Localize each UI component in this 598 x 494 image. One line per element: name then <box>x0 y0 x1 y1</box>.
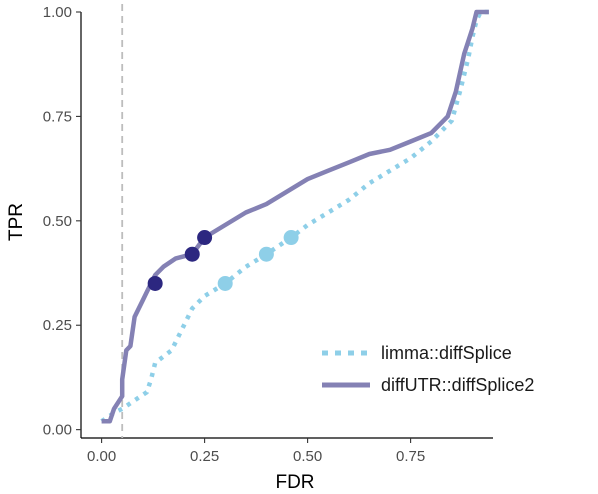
y-tick-label: 0.50 <box>43 213 72 230</box>
legend-label-limma-diffsplice: limma::diffSplice <box>381 343 512 363</box>
y-tick-label: 0.25 <box>43 317 72 334</box>
x-tick-label: 0.75 <box>396 448 425 465</box>
marker-limma-diffsplice <box>283 230 299 246</box>
y-axis: 0.00 0.25 0.50 0.75 1.00 <box>43 4 82 439</box>
marker-diffutr-diffsplice2 <box>184 246 200 262</box>
x-tick-label: 0.25 <box>190 448 219 465</box>
x-tick-label: 0.00 <box>87 448 116 465</box>
legend-label-diffutr-diffsplice2: diffUTR::diffSplice2 <box>381 375 534 395</box>
marker-diffutr-diffsplice2 <box>147 275 163 291</box>
marker-layer <box>147 230 299 291</box>
y-axis-title: TPR <box>6 203 27 241</box>
y-tick-label: 1.00 <box>43 4 72 21</box>
series-line-diffutr-diffsplice2 <box>101 9 489 424</box>
x-axis-title: FDR <box>275 472 314 493</box>
y-tick-label: 0.75 <box>43 108 72 125</box>
x-tick-label: 0.50 <box>293 448 322 465</box>
marker-limma-diffsplice <box>258 246 274 262</box>
marker-limma-diffsplice <box>217 275 233 291</box>
y-tick-label: 0.00 <box>43 422 72 439</box>
marker-diffutr-diffsplice2 <box>197 230 213 246</box>
x-axis: 0.00 0.25 0.50 0.75 <box>81 437 493 465</box>
